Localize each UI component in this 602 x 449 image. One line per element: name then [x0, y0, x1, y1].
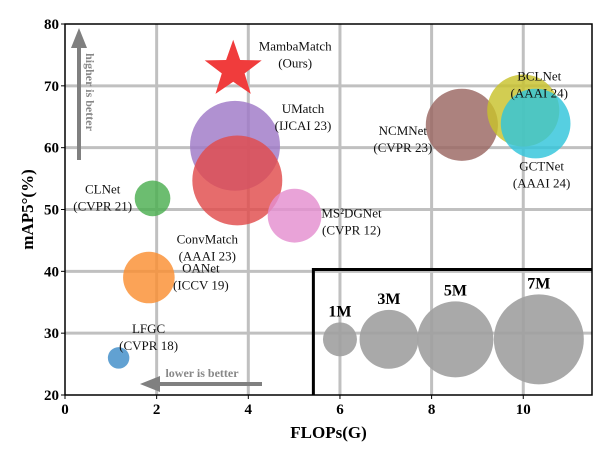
- lower-better-text: lower is better: [165, 366, 239, 380]
- size-legend-bubble-7M: [493, 294, 584, 385]
- point-label-venue: (Ours): [278, 56, 312, 71]
- point-labels: UMatch (IJCAI 23) ConvMatch (AAAI 23) CLNet (…: [73, 39, 570, 353]
- point-label-venue: (IJCAI 23): [275, 118, 332, 133]
- bubble-msdgnet: [267, 188, 322, 243]
- x-axis-ticks: 0 2 4 6 8 10: [61, 395, 531, 418]
- point-label-venue: (AAAI 23): [179, 248, 236, 263]
- point-label-venue: (CVPR 23): [373, 140, 432, 155]
- point-label-venue: (CVPR 21): [73, 198, 132, 213]
- size-legend-label-3M: 3M: [377, 291, 400, 308]
- bubble-ncmnet: [425, 88, 498, 161]
- bubble-gctnet: [500, 88, 571, 159]
- x-axis-label: FLOPs(G): [290, 423, 367, 442]
- point-label-venue: (AAAI 24): [513, 175, 570, 190]
- point-label-name: LFGC: [132, 321, 165, 336]
- y-tick-label: 30: [44, 326, 59, 342]
- y-tick-label: 70: [44, 79, 59, 95]
- bubble-lfgc: [107, 347, 130, 369]
- point-label-name: GCTNet: [519, 158, 564, 173]
- size-legend-bubble-3M: [359, 309, 419, 369]
- size-legend: 1M 3M 5M 7M: [311, 267, 592, 395]
- point-label-name: NCMNet: [379, 123, 428, 138]
- point-label-name: MS²DGNet: [321, 206, 382, 221]
- y-axis-label: mAP5°(%): [18, 169, 37, 249]
- y-tick-label: 50: [44, 203, 59, 219]
- x-tick-label: 10: [516, 402, 531, 418]
- point-label-name: CLNet: [85, 181, 121, 196]
- size-legend-bubble-5M: [417, 301, 494, 378]
- size-legend-label-7M: 7M: [527, 275, 550, 292]
- size-legend-label-5M: 5M: [444, 282, 467, 299]
- y-axis-ticks: 20 30 40 50 60 70 80: [44, 17, 65, 404]
- size-legend-border: [311, 267, 592, 395]
- x-tick-label: 2: [153, 402, 161, 418]
- point-label-venue: (CVPR 18): [119, 338, 178, 353]
- point-label-name: OANet: [182, 261, 220, 276]
- point-label-venue: (AAAI 24): [511, 86, 568, 101]
- x-tick-label: 8: [428, 402, 436, 418]
- y-tick-label: 20: [44, 388, 59, 404]
- x-tick-label: 6: [336, 402, 344, 418]
- hint-annotations: higher is better lower is better: [71, 28, 262, 392]
- point-label-venue: (CVPR 12): [322, 223, 381, 238]
- x-tick-label: 4: [245, 402, 253, 418]
- y-tick-label: 80: [44, 17, 59, 33]
- point-label-venue: (ICCV 19): [173, 278, 229, 293]
- bubble-clnet: [134, 180, 171, 217]
- higher-better-text: higher is better: [83, 53, 97, 131]
- size-legend-label-1M: 1M: [328, 303, 351, 320]
- point-label-name: UMatch: [282, 101, 325, 116]
- higher-better-arrow-head: [71, 28, 87, 48]
- star-marker-mambamatch: [204, 39, 262, 94]
- point-label-name: ConvMatch: [177, 231, 239, 246]
- bubble-series: [107, 39, 571, 369]
- x-tick-label: 0: [61, 402, 69, 418]
- point-label-name: MambaMatch: [259, 39, 332, 54]
- bubble-oanet: [123, 251, 175, 304]
- y-tick-label: 60: [44, 141, 59, 157]
- y-tick-label: 40: [44, 264, 59, 280]
- point-label-name: BCLNet: [517, 69, 561, 84]
- size-legend-bubble-1M: [322, 322, 357, 357]
- lower-better-arrow-head: [140, 376, 160, 392]
- bubble-convmatch: [192, 135, 283, 226]
